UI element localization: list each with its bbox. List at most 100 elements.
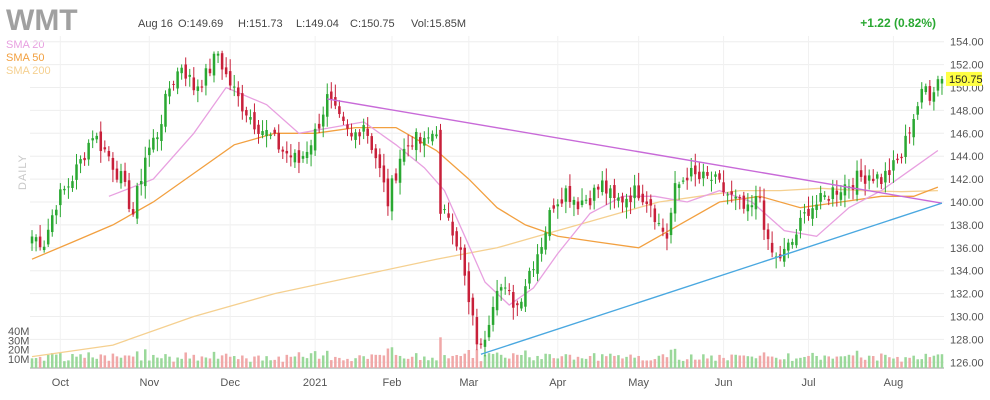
volume-bar — [932, 355, 936, 368]
volume-bar — [851, 355, 855, 368]
volume-bar — [750, 356, 754, 368]
date-tick-label: Oct — [52, 377, 69, 389]
volume-bar — [334, 356, 337, 368]
volume-bar — [787, 353, 790, 368]
volume-bar — [524, 350, 527, 368]
candle-body — [447, 213, 450, 218]
candle-body — [402, 148, 406, 162]
candle-body — [325, 94, 329, 117]
volume-bar — [491, 353, 495, 368]
candle-body — [609, 188, 612, 198]
volume-bar — [330, 360, 333, 368]
volume-bar — [192, 354, 196, 368]
volume-bar — [791, 360, 794, 368]
candle-body — [188, 74, 192, 77]
date-tick-label: Feb — [382, 377, 401, 389]
price-tick-label: 142.00 — [950, 174, 984, 186]
candle-body — [928, 86, 932, 101]
volume-bar — [370, 354, 373, 368]
candle-body — [633, 185, 636, 199]
volume-bar — [722, 357, 725, 368]
candle-body — [588, 198, 592, 206]
volume-bar — [649, 360, 653, 368]
candle-body — [552, 205, 555, 209]
candle-body — [681, 180, 685, 182]
volume-bar — [778, 359, 782, 368]
volume-bar — [419, 359, 422, 368]
volume-bar — [123, 355, 127, 368]
volume-bar — [131, 356, 135, 368]
candle-body — [871, 178, 875, 182]
candle-body — [803, 212, 806, 214]
volume-bar — [281, 361, 285, 368]
candle-body — [487, 324, 491, 338]
volume-bar — [483, 355, 487, 368]
volume-bar — [228, 356, 232, 368]
candle-body — [160, 124, 163, 141]
volume-bar — [734, 354, 737, 368]
volume-bar — [669, 349, 673, 368]
date-axis: Oct Nov Dec 2021 Feb Mar Apr May Jun Jul Aug — [52, 377, 903, 389]
candle-body — [273, 129, 276, 134]
candle-body — [378, 154, 382, 169]
candle-body — [398, 158, 402, 183]
candle-body — [787, 242, 790, 251]
volume-bar — [91, 357, 94, 368]
volume-bar — [394, 354, 398, 368]
volume-bar — [625, 356, 628, 368]
candle-body — [584, 199, 588, 201]
volume-bar — [208, 358, 212, 368]
candle-body — [499, 287, 503, 291]
candle-body — [839, 192, 843, 200]
volume-bar — [467, 349, 471, 368]
volume-bar — [807, 355, 810, 368]
candle-body — [216, 53, 220, 56]
candle-body — [641, 193, 644, 203]
volume-bar — [503, 357, 507, 368]
volume-bar — [613, 355, 616, 368]
volume-value: Vol:15.85M — [411, 18, 466, 30]
volume-bar — [540, 359, 543, 368]
volume-bar — [309, 353, 313, 368]
volume-bar — [55, 354, 58, 368]
candle-body — [629, 195, 632, 203]
candle-body — [876, 174, 879, 179]
date-tick-label: 2021 — [303, 377, 327, 389]
volume-bar — [839, 356, 843, 368]
volume-bar — [815, 355, 818, 368]
low-value: L:149.04 — [296, 18, 339, 30]
volume-bar — [859, 357, 863, 368]
candle-body — [596, 186, 600, 190]
candle-body — [576, 201, 580, 210]
volume-bar — [730, 354, 733, 368]
candle-body — [180, 67, 183, 74]
candle-body — [940, 78, 944, 84]
volume-bar — [249, 361, 252, 368]
volume-bar — [471, 357, 475, 368]
candle-body — [204, 68, 208, 86]
legend-sma50: SMA 50 — [6, 52, 45, 64]
candle-body — [200, 86, 204, 88]
candle-body — [601, 180, 604, 193]
candle-body — [253, 112, 256, 130]
volume-bar — [447, 358, 450, 368]
candle-body — [107, 150, 111, 157]
volume-bar — [427, 360, 430, 368]
volume-bar — [301, 356, 305, 368]
volume-bar — [443, 355, 446, 368]
volume-bar — [795, 358, 798, 368]
candle-body — [212, 53, 216, 76]
volume-bar — [305, 358, 309, 368]
volume-bar — [237, 359, 240, 368]
candle-body — [924, 86, 928, 93]
candle-body — [172, 83, 175, 85]
candle-body — [350, 132, 353, 137]
volume-bar — [843, 356, 847, 368]
candle-body — [730, 191, 733, 195]
volume-bar — [366, 358, 369, 368]
candle-body — [334, 97, 337, 106]
volume-bar — [576, 356, 580, 368]
candle-body — [427, 137, 430, 139]
volume-bar — [172, 361, 175, 368]
